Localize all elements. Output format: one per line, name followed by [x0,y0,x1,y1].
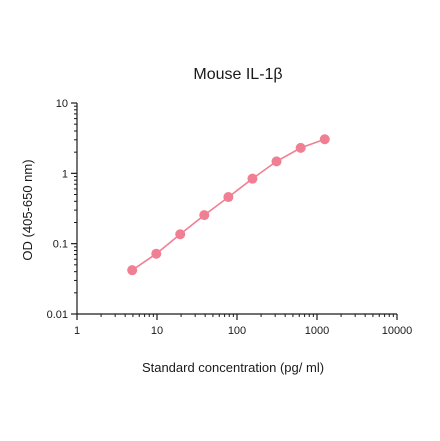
y-tick-label: 0.01 [47,309,68,321]
x-tick-label: 1000 [305,325,329,337]
data-point [295,142,306,153]
data-point [247,173,258,184]
y-tick-label: 0.1 [53,239,68,251]
x-axis-label: Standard concentration (pg/ ml) [142,360,324,375]
data-point [175,229,186,240]
x-tick-label: 10000 [382,325,413,337]
data-point [127,265,138,276]
axes: 1 10 100 1000 10000 0.01 0.1 1 10 [47,98,413,337]
series-layer [127,134,330,276]
y-tick-label: 1 [62,168,68,180]
chart-title: Mouse IL-1β [193,66,282,83]
series-line [131,138,326,271]
data-point [319,134,330,145]
data-point [271,156,282,167]
data-point [151,248,162,259]
y-axis-label: OD (405-650 nm) [20,159,35,260]
y-tick-label: 10 [56,98,68,110]
data-point [199,210,210,221]
data-point [223,192,234,203]
x-tick-label: 100 [228,325,246,337]
x-tick-label: 10 [151,325,163,337]
x-tick-label: 1 [74,325,80,337]
